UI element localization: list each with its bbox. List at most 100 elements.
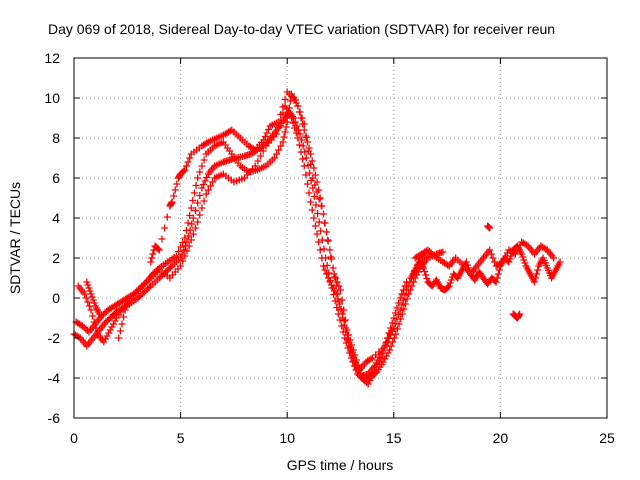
data-point bbox=[209, 178, 217, 186]
data-point bbox=[189, 214, 197, 222]
data-point bbox=[335, 300, 343, 308]
data-point bbox=[489, 254, 497, 262]
data-point bbox=[185, 242, 193, 250]
data-point bbox=[327, 253, 335, 261]
data-point bbox=[294, 102, 302, 110]
data-point bbox=[506, 255, 514, 263]
data-point bbox=[486, 224, 494, 232]
data-point bbox=[335, 282, 343, 290]
data-point bbox=[105, 329, 113, 337]
data-point bbox=[422, 271, 430, 279]
data-point bbox=[388, 319, 396, 327]
data-point bbox=[315, 238, 323, 246]
data-point bbox=[462, 258, 470, 266]
x-axis-ticks: 0 5 10 15 20 25 bbox=[70, 58, 615, 446]
data-point bbox=[179, 239, 187, 246]
data-point bbox=[369, 370, 377, 377]
data-point bbox=[327, 281, 335, 289]
x-tick-label: 10 bbox=[279, 430, 295, 446]
data-point bbox=[326, 246, 334, 254]
data-point bbox=[177, 243, 185, 251]
data-point bbox=[534, 266, 542, 274]
data-point bbox=[444, 283, 452, 291]
data-point bbox=[381, 355, 389, 363]
data-point bbox=[200, 181, 208, 188]
data-point bbox=[180, 246, 188, 254]
data-point bbox=[492, 278, 500, 286]
data-point bbox=[351, 351, 359, 359]
data-point bbox=[259, 147, 267, 155]
data-point bbox=[294, 134, 302, 142]
data-point bbox=[305, 147, 313, 155]
y-tick-label: 6 bbox=[52, 170, 60, 186]
data-point bbox=[332, 290, 340, 298]
data-point bbox=[319, 210, 327, 218]
data-point bbox=[303, 138, 311, 146]
data-point bbox=[329, 284, 337, 292]
data-point bbox=[189, 230, 197, 238]
data-point bbox=[519, 253, 527, 261]
y-tick-label: 2 bbox=[52, 250, 60, 266]
data-point bbox=[179, 257, 187, 265]
data-point bbox=[275, 118, 283, 126]
data-point bbox=[302, 134, 310, 141]
data-point bbox=[399, 286, 407, 294]
data-point bbox=[83, 278, 91, 286]
data-point bbox=[309, 174, 317, 182]
data-point bbox=[198, 162, 206, 170]
data-point bbox=[185, 232, 193, 240]
data-point bbox=[372, 351, 380, 359]
data-point bbox=[108, 323, 116, 331]
data-point bbox=[424, 246, 432, 254]
grid-lines bbox=[74, 58, 607, 418]
data-point bbox=[298, 136, 306, 144]
data-point bbox=[520, 256, 528, 264]
data-point bbox=[299, 142, 307, 150]
data-point bbox=[257, 152, 265, 160]
data-point bbox=[102, 318, 110, 326]
data-point bbox=[88, 293, 96, 301]
data-point bbox=[313, 230, 321, 238]
data-point bbox=[300, 162, 308, 170]
data-point bbox=[254, 157, 262, 165]
data-point bbox=[100, 338, 108, 346]
data-point bbox=[371, 366, 379, 374]
data-point bbox=[405, 290, 413, 298]
data-point bbox=[157, 273, 165, 280]
data-point bbox=[82, 325, 90, 333]
data-point bbox=[439, 248, 447, 256]
data-point bbox=[513, 247, 521, 255]
data-point bbox=[307, 198, 315, 206]
data-point bbox=[310, 193, 318, 200]
data-point bbox=[192, 207, 200, 214]
data-point bbox=[111, 317, 119, 325]
y-tick-label: 8 bbox=[52, 130, 60, 146]
data-point bbox=[92, 324, 100, 332]
data-point bbox=[318, 254, 326, 262]
data-point bbox=[303, 180, 311, 188]
y-axis-ticks: -6 -4 -2 0 2 4 6 8 10 12 bbox=[44, 50, 607, 426]
data-point bbox=[149, 250, 157, 258]
data-point bbox=[486, 246, 494, 254]
data-point bbox=[287, 114, 295, 122]
data-point bbox=[198, 204, 206, 212]
data-point bbox=[398, 290, 406, 298]
data-point bbox=[186, 154, 194, 162]
data-point bbox=[302, 154, 310, 162]
data-point bbox=[401, 282, 409, 290]
data-point bbox=[289, 119, 297, 127]
data-point bbox=[204, 186, 212, 194]
data-point bbox=[317, 227, 325, 235]
data-point bbox=[168, 198, 176, 206]
data-point bbox=[333, 278, 341, 286]
data-point bbox=[334, 295, 342, 303]
data-point bbox=[90, 318, 98, 326]
data-point bbox=[515, 244, 523, 252]
series-scattered-points bbox=[83, 88, 396, 374]
data-point bbox=[250, 145, 258, 153]
data-point bbox=[196, 168, 204, 176]
data-point bbox=[106, 326, 114, 334]
data-point bbox=[196, 192, 204, 199]
y-tick-label: 12 bbox=[44, 50, 60, 66]
data-point bbox=[286, 97, 294, 105]
